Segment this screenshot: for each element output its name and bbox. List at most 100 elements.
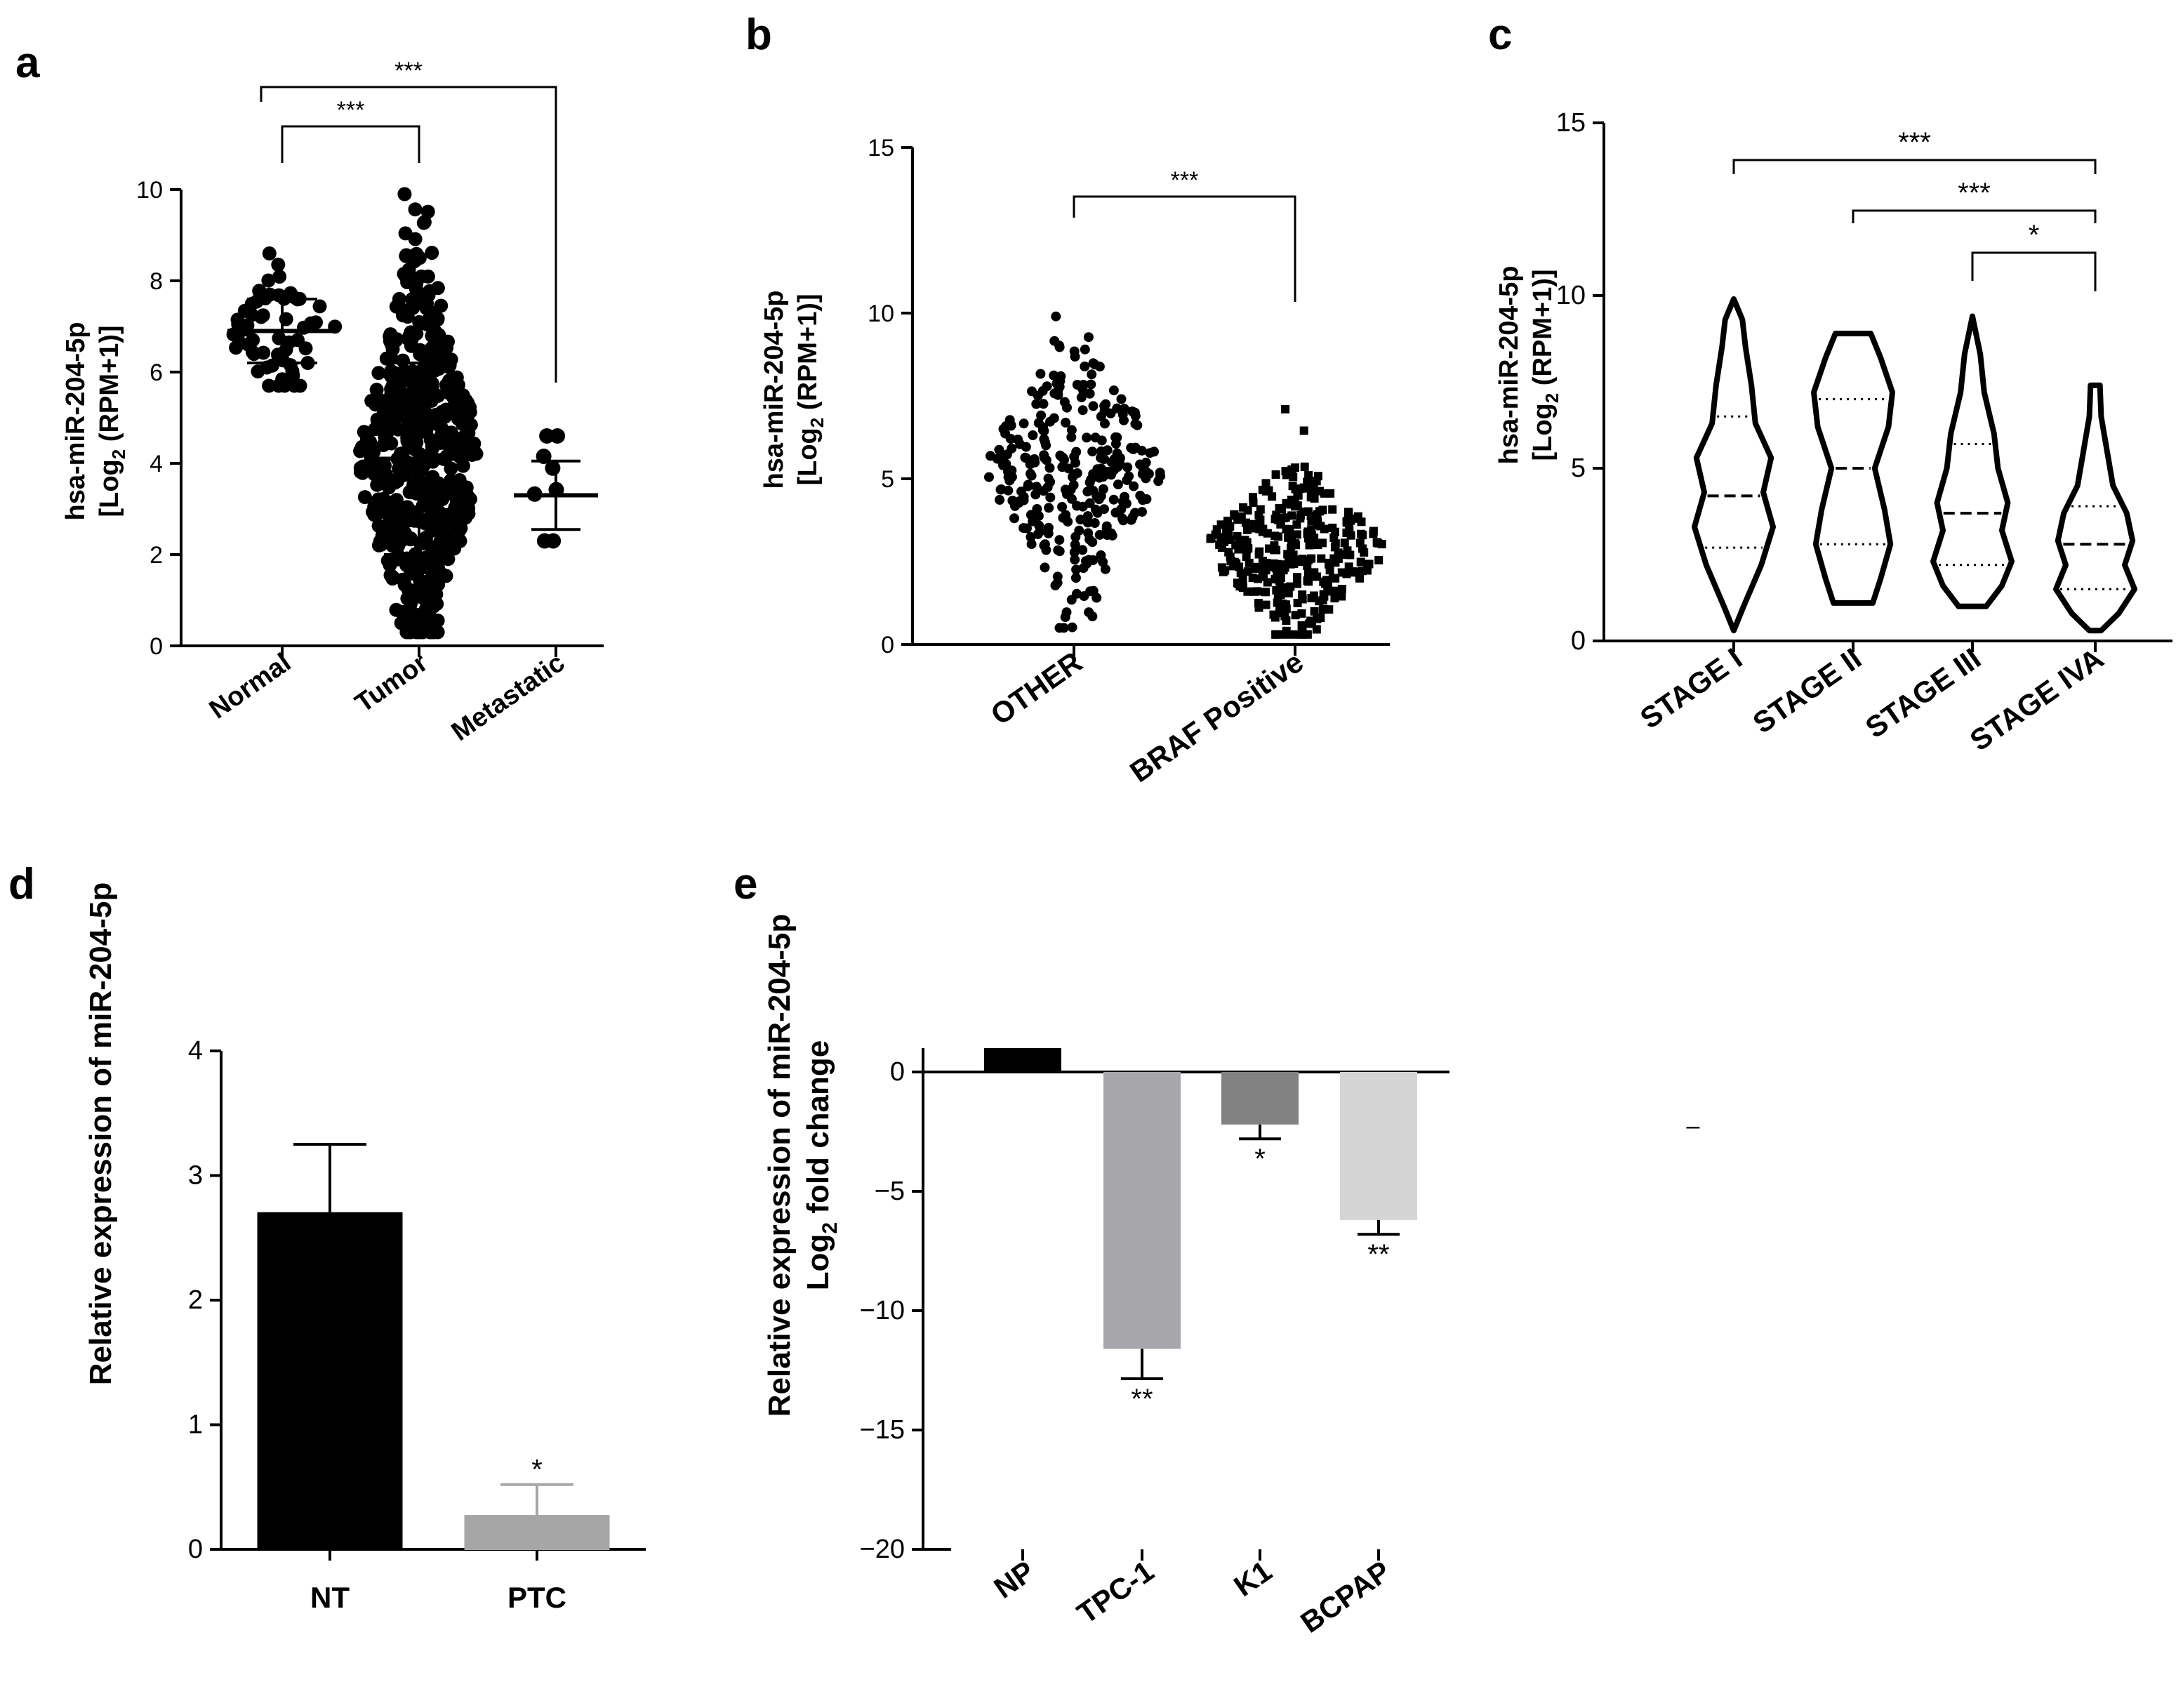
panel-c-bracket-label: * — [2029, 220, 2040, 251]
panel-b-data-point — [1070, 539, 1080, 550]
panel-b-data-point — [1082, 432, 1092, 443]
panel-a-axes — [180, 190, 604, 657]
panel-a-data-point — [408, 202, 423, 217]
panel-b-data-point — [1061, 510, 1071, 520]
panel-e-y-tick-label: −20 — [860, 1535, 905, 1564]
panel-b-data-point — [1337, 592, 1346, 601]
panel-c-axes — [1603, 123, 2172, 652]
panel-b-data-point — [1273, 598, 1282, 607]
panel-b-data-point — [1090, 504, 1101, 515]
panel-b-data-point — [1021, 453, 1031, 463]
panel-b-data-point — [1099, 401, 1110, 411]
panel-b-y-tick-label: 10 — [868, 300, 894, 327]
panel-b-data-point — [1227, 557, 1235, 566]
panel-a-data-point — [457, 494, 472, 508]
panel-d-category-label: PTC — [507, 1581, 566, 1614]
panel-c-violin — [1930, 313, 2015, 609]
panel-b-data-point — [1355, 538, 1365, 548]
panel-e-bar-np — [984, 1048, 1061, 1072]
panel-e-label: e — [734, 860, 757, 908]
panel-b-data-point — [1110, 432, 1121, 442]
panel-e-ylabel-line2: Log2 fold change — [801, 1040, 842, 1290]
panel-a-data-point — [425, 381, 439, 396]
panel-a-data-point — [425, 246, 439, 260]
panel-b-data-point — [1088, 401, 1099, 411]
panel-b-data-point — [1312, 625, 1321, 634]
panel-a-data-point — [408, 293, 423, 307]
panel-b-data-point — [1296, 484, 1305, 494]
panel-b-data-point — [1254, 511, 1263, 519]
panel-a-data-point — [369, 504, 384, 518]
panel-b-data-point — [1377, 540, 1386, 549]
panel-a-data-point — [416, 216, 431, 230]
panel-c-violins — [1692, 296, 2137, 634]
panel-b-data-point — [1149, 446, 1160, 457]
panel-a-data-point — [271, 258, 286, 272]
panel-e-bar-tpc-1 — [1103, 1072, 1181, 1349]
panel-b-data-point — [1279, 514, 1288, 522]
panel-b-data-point — [1323, 581, 1332, 590]
panel-b-data-point — [1290, 496, 1299, 505]
panel-b-data-point — [1273, 560, 1282, 569]
panel-b-ylabel-line1: hsa-miR-204-5p — [759, 291, 789, 489]
panel-b-data-point — [1130, 411, 1141, 421]
panel-b-data-point — [1356, 557, 1365, 567]
panel-a-data-point — [262, 246, 277, 260]
panel-b-data-point — [1357, 529, 1366, 538]
panel-a-data-point — [357, 425, 371, 439]
panel-b-label: b — [745, 11, 772, 59]
panel-a-data-point — [397, 187, 412, 201]
panel-a-data-point — [262, 378, 277, 393]
panel-b-data-point — [1049, 370, 1059, 380]
panel-e-category-label: BCPAP — [1294, 1554, 1396, 1639]
panel-b: b hsa-miR-204-5p [Log2 (RPM+1)] 0 5 10 15 O… — [745, 11, 1390, 788]
panel-e-category-label: K1 — [1228, 1554, 1278, 1603]
panel-a-data-point — [448, 482, 463, 497]
panel-b-data-point — [1045, 492, 1056, 503]
panel-a-data-point — [396, 308, 410, 323]
panel-a-data-point — [466, 443, 481, 458]
panel-b-data-point — [1049, 413, 1059, 423]
panel-b-data-point — [1038, 486, 1049, 496]
panel-b-data-point — [1155, 468, 1165, 478]
panel-b-data-point — [1343, 515, 1353, 524]
panel-c-bracket — [1732, 159, 2097, 174]
panel-a-data-point — [426, 599, 441, 614]
panel-b-data-point — [1325, 605, 1334, 614]
panel-b-data-point — [1006, 420, 1016, 430]
panel-e-category-label: NP — [988, 1554, 1040, 1605]
panel-b-data-point — [1369, 527, 1378, 536]
panel-b-data-point — [1128, 444, 1139, 454]
panel-a-data-point — [444, 428, 458, 443]
panel-b-data-point — [1066, 425, 1077, 435]
panel-b-data-point — [1249, 587, 1259, 596]
panel-a-data-point — [287, 378, 302, 393]
panel-b-data-point — [1089, 518, 1100, 528]
panel-a-significance: *** *** — [260, 58, 557, 383]
panel-a-data-point — [419, 496, 434, 511]
panel-b-y-tick-label: 5 — [881, 466, 894, 493]
panel-d-y-tick-label: 1 — [188, 1410, 203, 1440]
panel-b-data-point — [1328, 505, 1337, 514]
panel-b-data-point — [1292, 530, 1301, 539]
panel-a-label: a — [15, 39, 40, 87]
panel-b-data-point — [1234, 579, 1243, 588]
panel-b-data-point — [1217, 563, 1226, 572]
panel-b-data-point — [1100, 418, 1110, 429]
panel-b-data-point — [1285, 524, 1294, 534]
panel-b-data-point — [995, 484, 1006, 495]
panel-b-data-point — [1340, 538, 1349, 548]
panel-b-data-point — [1297, 621, 1306, 630]
panel-a-data-point — [414, 269, 429, 284]
panel-b-data-point — [1270, 613, 1280, 622]
panel-b-data-point — [1108, 385, 1119, 396]
panel-b-data-point — [1293, 599, 1302, 607]
panel-b-category-label: BRAF Positive — [1124, 645, 1309, 788]
panel-e-bar-bcpap — [1340, 1072, 1417, 1220]
panel-b-data-point — [1289, 630, 1298, 639]
panel-b-axes — [911, 147, 1390, 656]
panel-b-data-point — [1330, 594, 1339, 603]
panel-b-data-point — [1153, 476, 1164, 486]
panel-c-bracket-label: *** — [1958, 178, 1991, 208]
panel-a-data-point — [312, 299, 327, 314]
